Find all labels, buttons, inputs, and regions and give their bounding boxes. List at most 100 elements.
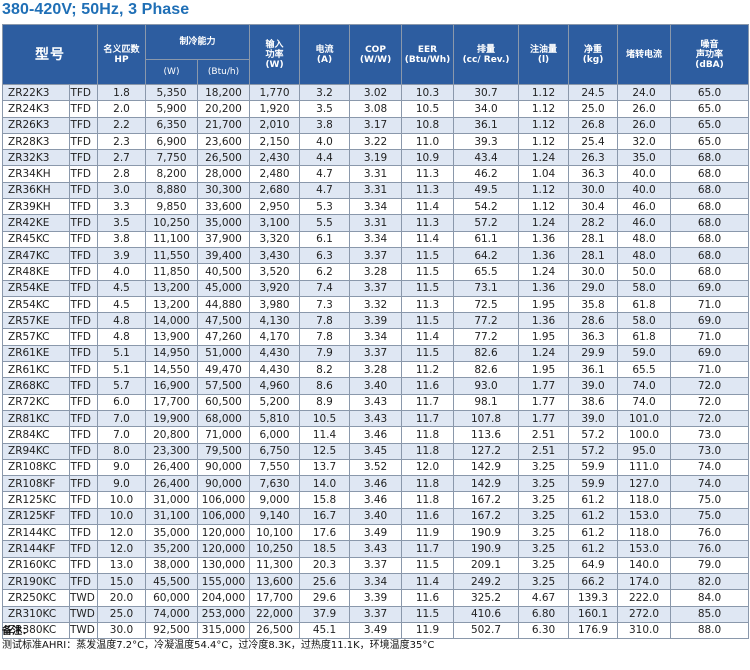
cell-eer: 12.0 [401, 458, 455, 477]
cell-hp: 4.8 [97, 328, 146, 346]
cell-current: 4.4 [299, 149, 351, 167]
cell-cooling-btu: 315,000 [196, 621, 251, 640]
cell-noise: 69.0 [670, 279, 750, 297]
cell-noise: 84.0 [670, 589, 750, 607]
cell-power: 4,170 [249, 328, 301, 346]
cell-hp: 15.0 [97, 572, 146, 591]
cell-cop: 3.46 [349, 475, 403, 493]
cell-cop: 3.34 [349, 572, 403, 591]
cell-noise: 65.0 [670, 83, 750, 102]
cell-hp: 3.8 [97, 230, 146, 248]
cell-lra: 61.8 [617, 328, 672, 346]
cell-cooling-btu: 120,000 [196, 540, 251, 558]
cell-suffix: TFD [69, 198, 98, 216]
cell-current: 10.5 [299, 409, 351, 428]
header-current: 电流 (A) [299, 24, 351, 85]
cell-model: ZR380KC [2, 621, 70, 640]
cell-displacement: 54.2 [453, 198, 520, 216]
cell-oil: 1.12 [518, 116, 570, 134]
cell-eer: 11.0 [401, 132, 455, 151]
table-row: ZR57KE TFD 4.8 14,000 47,500 4,130 7.8 3.39 11.5… [2, 312, 750, 330]
table-row: ZR32K3 TFD 2.7 7,750 26,500 2,430 4.4 3.19 10.9 4… [2, 149, 750, 167]
cell-current: 7.9 [299, 344, 351, 363]
header-lra: 堵转电流 [617, 24, 672, 85]
cell-oil: 4.67 [518, 589, 570, 607]
header-eer-line2: (Btu/Wh) [404, 54, 451, 65]
cell-eer: 11.8 [401, 475, 455, 493]
table-row: ZR108KF TFD 9.0 26,400 90,000 7,630 14.0 3.46 11… [2, 475, 750, 493]
cell-model: ZR54KC [2, 295, 70, 314]
cell-eer: 11.4 [401, 198, 455, 216]
cell-weight: 29.9 [568, 344, 619, 363]
cell-hp: 2.3 [97, 132, 146, 151]
cell-displacement: 410.6 [453, 605, 520, 623]
cell-power: 11,300 [249, 556, 301, 574]
cell-displacement: 46.2 [453, 165, 520, 183]
cell-power: 3,920 [249, 279, 301, 297]
cell-oil: 6.30 [518, 621, 570, 640]
cell-hp: 2.7 [97, 149, 146, 167]
table-row: ZR54KE TFD 4.5 13,200 45,000 3,920 7.4 3.37 11.5… [2, 279, 750, 297]
cell-model: ZR48KE [2, 263, 70, 281]
cell-weight: 28.1 [568, 230, 619, 248]
cell-power: 6,000 [249, 426, 301, 444]
cell-weight: 64.9 [568, 556, 619, 574]
cell-cooling-w: 23,300 [145, 442, 198, 460]
cell-current: 4.7 [299, 181, 351, 200]
cell-noise: 72.0 [670, 377, 750, 395]
cell-suffix: TFD [69, 100, 98, 118]
cell-model: ZR94KC [2, 442, 70, 460]
cell-oil: 1.36 [518, 279, 570, 297]
cell-current: 7.8 [299, 312, 351, 330]
cell-oil: 1.95 [518, 328, 570, 346]
cell-cop: 3.37 [349, 344, 403, 363]
cell-displacement: 142.9 [453, 475, 520, 493]
cell-noise: 72.0 [670, 409, 750, 428]
cell-displacement: 502.7 [453, 621, 520, 640]
table-row: ZR26K3 TFD 2.2 6,350 21,700 2,010 3.8 3.17 10.8 3… [2, 116, 750, 134]
cell-lra: 118.0 [617, 491, 672, 509]
header-power-line2: 功率 [265, 49, 284, 60]
cell-noise: 82.0 [670, 572, 750, 591]
notes-label: 备注： [2, 626, 32, 637]
cell-hp: 12.0 [97, 540, 146, 558]
table-row: ZR57KC TFD 4.8 13,900 47,260 4,170 7.8 3.34 11.4… [2, 328, 750, 346]
cell-noise: 68.0 [670, 198, 750, 216]
cell-cooling-btu: 35,000 [196, 214, 251, 232]
cell-cooling-w: 11,550 [145, 246, 198, 265]
cell-displacement: 209.1 [453, 556, 520, 574]
cell-suffix: TFD [69, 458, 98, 477]
cell-displacement: 82.6 [453, 344, 520, 363]
cell-displacement: 61.1 [453, 230, 520, 248]
cell-lra: 24.0 [617, 83, 672, 102]
cell-hp: 5.7 [97, 377, 146, 395]
cell-power: 2,010 [249, 116, 301, 134]
header-cooling-btu: (Btu/h) [196, 59, 251, 85]
cell-hp: 4.0 [97, 263, 146, 281]
cell-cooling-btu: 253,000 [196, 605, 251, 623]
cell-cooling-btu: 106,000 [196, 507, 251, 526]
cell-power: 2,950 [249, 198, 301, 216]
cell-noise: 76.0 [670, 540, 750, 558]
cell-power: 2,150 [249, 132, 301, 151]
cell-lra: 118.0 [617, 524, 672, 542]
cell-cooling-w: 31,100 [145, 507, 198, 526]
cell-lra: 59.0 [617, 344, 672, 363]
header-current-line1: 电流 [315, 44, 334, 55]
cell-power: 4,130 [249, 312, 301, 330]
header-eer-line1: EER [417, 44, 438, 55]
cell-power: 4,960 [249, 377, 301, 395]
cell-lra: 174.0 [617, 572, 672, 591]
cell-cooling-w: 5,350 [145, 83, 198, 102]
cell-displacement: 65.5 [453, 263, 520, 281]
cell-weight: 26.3 [568, 149, 619, 167]
cell-model: ZR61KC [2, 361, 70, 379]
cell-cop: 3.43 [349, 409, 403, 428]
cell-lra: 127.0 [617, 475, 672, 493]
cell-lra: 153.0 [617, 540, 672, 558]
cell-cooling-btu: 23,600 [196, 132, 251, 151]
cell-noise: 71.0 [670, 361, 750, 379]
cell-current: 6.3 [299, 246, 351, 265]
cell-cooling-btu: 130,000 [196, 556, 251, 574]
cell-noise: 73.0 [670, 442, 750, 460]
